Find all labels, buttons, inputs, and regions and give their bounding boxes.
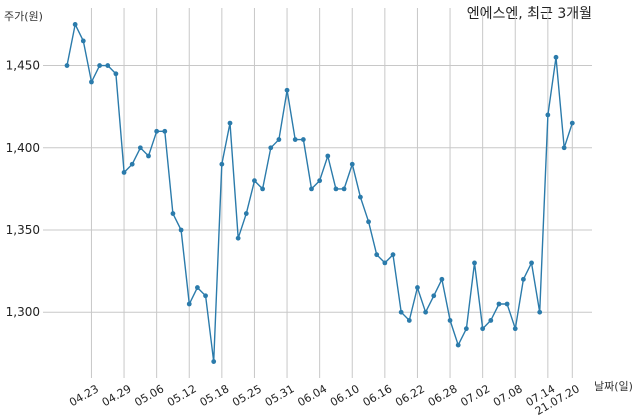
- x-tick-label: 07.08: [491, 382, 525, 409]
- data-point: [64, 63, 70, 68]
- data-point: [382, 260, 388, 266]
- data-point: [243, 211, 249, 216]
- data-point: [309, 186, 314, 192]
- x-tick-label: 07.02: [458, 382, 492, 409]
- data-point: [97, 63, 102, 68]
- data-point: [545, 112, 551, 118]
- data-point: [496, 301, 502, 307]
- data-point: [398, 309, 404, 315]
- data-point: [211, 359, 217, 364]
- data-point: [512, 326, 518, 332]
- data-point: [480, 326, 486, 332]
- x-tick-label: 06.22: [393, 382, 427, 409]
- data-point: [569, 120, 575, 126]
- data-point: [252, 178, 257, 184]
- y-tick-label: 1,450: [6, 59, 40, 73]
- data-point: [227, 120, 233, 126]
- data-point: [431, 293, 437, 299]
- price-series: [64, 22, 575, 364]
- data-point: [300, 137, 306, 142]
- x-tick-label: 06.16: [361, 382, 395, 409]
- data-point: [447, 318, 453, 323]
- chart-title: 엔에스엔, 최근 3개월: [467, 6, 592, 22]
- data-point: [521, 276, 526, 282]
- data-point: [390, 252, 396, 258]
- data-point: [529, 260, 534, 266]
- x-tick-label: 05.06: [132, 382, 166, 409]
- data-point: [349, 161, 355, 167]
- x-axis-label: 날짜(일): [594, 379, 633, 393]
- data-point: [137, 145, 143, 151]
- y-tick-label: 1,300: [6, 305, 40, 319]
- data-point: [455, 342, 461, 348]
- data-point: [195, 285, 200, 290]
- horizontal-gridlines: [43, 65, 592, 313]
- data-point: [561, 145, 567, 151]
- data-point: [276, 137, 282, 142]
- data-point: [325, 153, 331, 159]
- data-point: [504, 301, 510, 307]
- data-point: [72, 22, 78, 27]
- data-point: [105, 63, 111, 68]
- y-tick-label: 1,350: [6, 223, 40, 237]
- x-tick-label: 05.18: [198, 382, 232, 409]
- y-tick-label: 1,400: [6, 141, 40, 155]
- data-point: [406, 318, 412, 323]
- data-point: [439, 276, 445, 282]
- data-point: [472, 260, 477, 266]
- data-point: [463, 326, 469, 332]
- data-point: [121, 170, 127, 175]
- data-point: [186, 301, 192, 307]
- data-point: [415, 285, 420, 290]
- data-point: [292, 137, 298, 142]
- x-tick-label: 05.12: [165, 382, 199, 409]
- x-tick-label: 05.25: [230, 382, 264, 409]
- data-point: [80, 38, 86, 44]
- data-point: [170, 211, 176, 216]
- x-tick-labels: 04.2304.2905.0605.1205.1805.2505.3106.04…: [67, 382, 582, 418]
- x-tick-label: 05.31: [263, 382, 297, 409]
- data-point: [260, 186, 265, 192]
- data-point: [317, 178, 323, 184]
- y-tick-labels: 1,300 1,350 1,400 1,450: [6, 59, 40, 320]
- data-point: [146, 153, 151, 159]
- data-point: [178, 227, 184, 233]
- data-point: [537, 309, 543, 315]
- data-point: [203, 293, 208, 299]
- data-point: [154, 128, 160, 134]
- vertical-gridlines: [90, 8, 573, 378]
- data-point: [553, 54, 559, 60]
- data-point: [341, 186, 347, 192]
- y-axis-label: 주가(원): [4, 10, 43, 23]
- data-point: [423, 309, 428, 315]
- data-point: [333, 186, 339, 192]
- data-point: [162, 128, 168, 134]
- data-point: [129, 161, 135, 167]
- data-point: [374, 252, 380, 258]
- data-point: [284, 87, 290, 93]
- data-point: [488, 318, 494, 323]
- x-tick-label: 06.04: [295, 382, 329, 409]
- data-point: [268, 145, 274, 151]
- x-tick-label: 04.29: [100, 382, 134, 409]
- x-tick-label: 06.28: [426, 382, 460, 409]
- data-point: [358, 194, 363, 200]
- data-point: [235, 235, 241, 241]
- data-point: [89, 79, 94, 85]
- data-point: [366, 219, 371, 225]
- x-tick-label: 04.23: [67, 382, 101, 409]
- data-point: [113, 71, 119, 77]
- x-tick-label: 06.10: [328, 382, 362, 409]
- data-point: [219, 161, 225, 167]
